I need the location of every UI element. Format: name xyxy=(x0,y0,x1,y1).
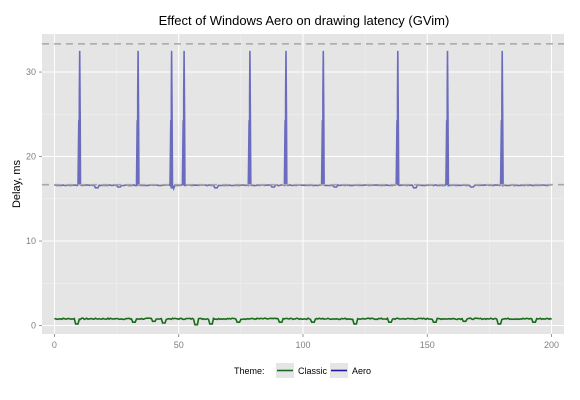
axis-ticks: 0 50 100 150 200 0 10 20 30 xyxy=(26,67,559,350)
y-tick-label: 0 xyxy=(31,321,36,331)
series-group xyxy=(42,43,564,326)
chart-title: Effect of Windows Aero on drawing latenc… xyxy=(159,13,450,28)
legend-label-classic: Classic xyxy=(298,366,328,376)
legend-title: Theme: xyxy=(234,366,265,376)
legend-label-aero: Aero xyxy=(352,366,371,376)
y-axis-label: Delay, ms xyxy=(11,159,23,208)
x-tick-label: 150 xyxy=(420,340,435,350)
x-tick-label: 100 xyxy=(295,340,310,350)
legend: Theme: Classic Aero xyxy=(234,363,371,378)
y-tick-label: 10 xyxy=(26,236,36,246)
x-tick-label: 200 xyxy=(544,340,559,350)
y-tick-label: 30 xyxy=(26,67,36,77)
series-line-classic xyxy=(54,316,553,326)
x-tick-label: 0 xyxy=(52,340,57,350)
x-tick-label: 50 xyxy=(174,340,184,350)
y-tick-label: 20 xyxy=(26,152,36,162)
